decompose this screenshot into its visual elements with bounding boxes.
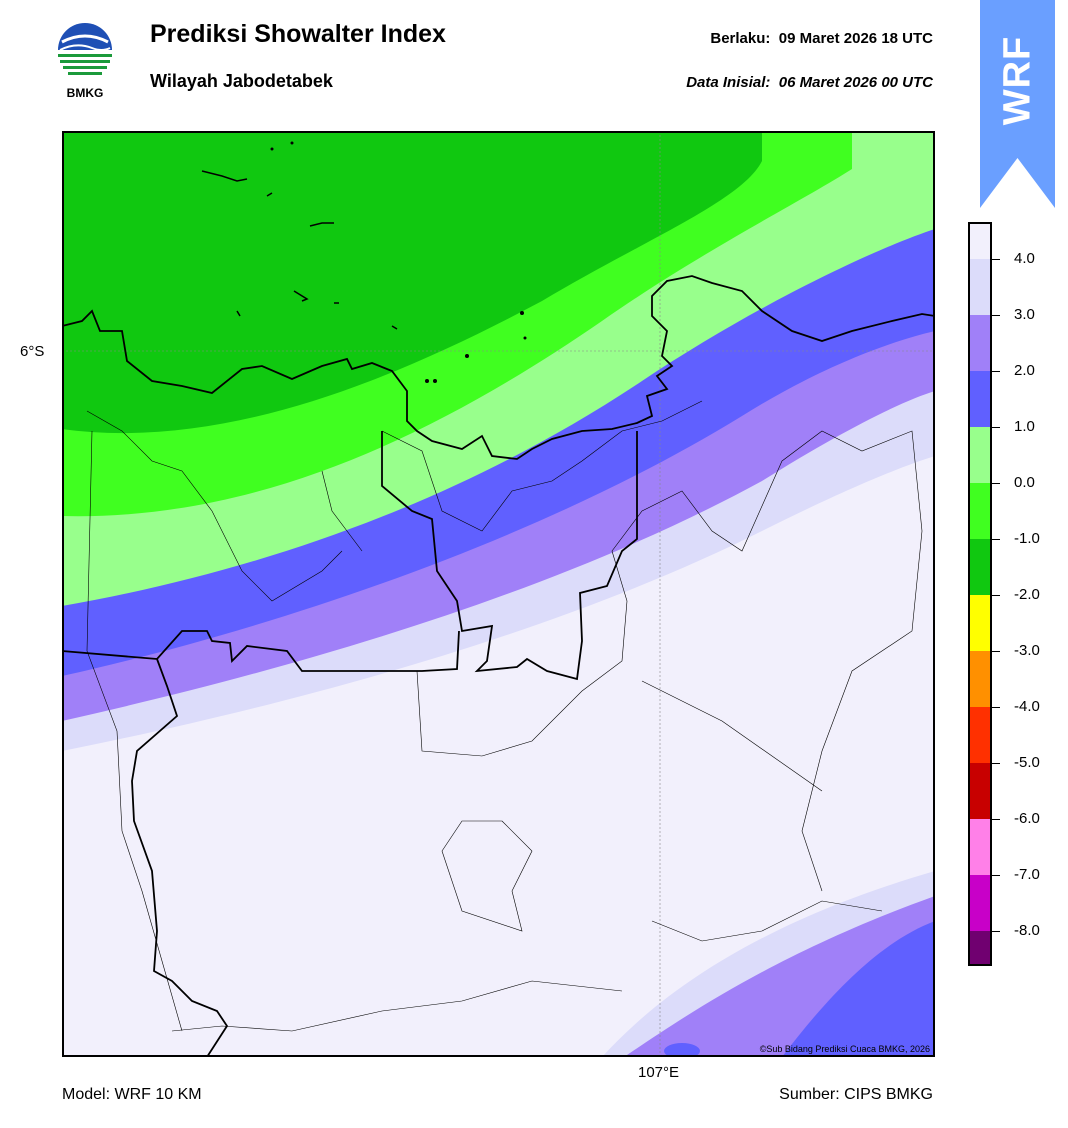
regency-boundaries: [86, 400, 923, 1032]
island-dot: [523, 336, 527, 340]
colorbar-tick: [992, 483, 1000, 484]
coastline: [62, 275, 935, 460]
province-boundaries: [62, 431, 638, 1057]
colorbar-tick: [992, 539, 1000, 540]
island-dot: [425, 379, 429, 383]
copyright-text: ©Sub Bidang Prediksi Cuaca BMKG, 2026: [760, 1044, 930, 1054]
colorbar-tick: [992, 763, 1000, 764]
colorbar-tick-label: 2.0: [1014, 362, 1035, 379]
colorbar-tick-label: -5.0: [1014, 754, 1040, 771]
colorbar-tick: [992, 707, 1000, 708]
thousand-islands: [201, 170, 398, 330]
valid-label: Berlaku:: [710, 30, 771, 47]
island-dot: [270, 147, 274, 151]
init-time: Data Inisial: 06 Maret 2026 00 UTC: [686, 74, 933, 91]
island-dot: [465, 354, 469, 358]
colorbar-tick-label: -8.0: [1014, 922, 1040, 939]
longitude-label: 107°E: [638, 1064, 680, 1081]
colorbar-tick: [992, 259, 1000, 260]
valid-time: Berlaku: 09 Maret 2026 18 UTC: [710, 30, 933, 47]
colorbar-tick-label: -4.0: [1014, 698, 1040, 715]
colorbar-tick-label: 1.0: [1014, 418, 1035, 435]
logo-text: BMKG: [66, 86, 104, 100]
colorbar-tick-label: 0.0: [1014, 474, 1035, 491]
band-minus2-minus1: [62, 131, 762, 434]
colorbar-segment: [968, 819, 992, 875]
colorbar-segment: [968, 483, 992, 539]
colorbar-tick-label: -6.0: [1014, 810, 1040, 827]
colorbar-segment: [968, 222, 992, 259]
colorbar-frame: [968, 222, 992, 966]
colorbar-tick-label: 4.0: [1014, 250, 1035, 267]
valid-value: 09 Maret 2026 18 UTC: [778, 30, 933, 47]
colorbar-tick: [992, 371, 1000, 372]
colorbar-segment: [968, 259, 992, 315]
colorbar-tick-label: -7.0: [1014, 866, 1040, 883]
wrf-banner: [980, 0, 1055, 208]
colorbar-segment: [968, 707, 992, 763]
init-value: 06 Maret 2026 00 UTC: [778, 74, 933, 91]
colorbar-tick: [992, 931, 1000, 932]
colorbar-tick: [992, 819, 1000, 820]
island-dot: [290, 141, 294, 145]
colorbar-segment: [968, 539, 992, 595]
bmkg-logo: [52, 20, 118, 102]
colorbar-segment: [968, 595, 992, 651]
page-title: Prediksi Showalter Index: [150, 20, 446, 48]
island-dot: [520, 311, 524, 315]
colorbar-tick: [992, 875, 1000, 876]
source-info: Sumber: CIPS BMKG: [779, 1086, 933, 1103]
colorbar-segment: [968, 427, 992, 483]
wrf-banner-text: WRF: [996, 35, 1038, 125]
colorbar-tick-label: -2.0: [1014, 586, 1040, 603]
band-se-1-2: [782, 921, 935, 1057]
map-frame: [62, 131, 935, 1057]
colorbar-segment: [968, 931, 992, 966]
colorbar: [968, 222, 992, 966]
colorbar-segment: [968, 371, 992, 427]
map-panel: ©Sub Bidang Prediksi Cuaca BMKG, 2026: [62, 131, 935, 1057]
colorbar-tick: [992, 427, 1000, 428]
model-info: Model: WRF 10 KM: [62, 1086, 202, 1103]
colorbar-tick-label: -3.0: [1014, 642, 1040, 659]
colorbar-segment: [968, 875, 992, 931]
colorbar-tick: [992, 595, 1000, 596]
colorbar-tick: [992, 315, 1000, 316]
colorbar-tick-label: -1.0: [1014, 530, 1040, 547]
colorbar-segment: [968, 763, 992, 819]
latitude-label: 6°S: [20, 343, 45, 360]
init-label: Data Inisial:: [686, 74, 771, 91]
colorbar-segment: [968, 651, 992, 707]
page-subtitle: Wilayah Jabodetabek: [150, 71, 333, 91]
colorbar-tick-label: 3.0: [1014, 306, 1035, 323]
band-se-spot: [664, 1043, 700, 1057]
colorbar-segment: [968, 315, 992, 371]
colorbar-tick: [992, 651, 1000, 652]
island-dot: [433, 379, 437, 383]
